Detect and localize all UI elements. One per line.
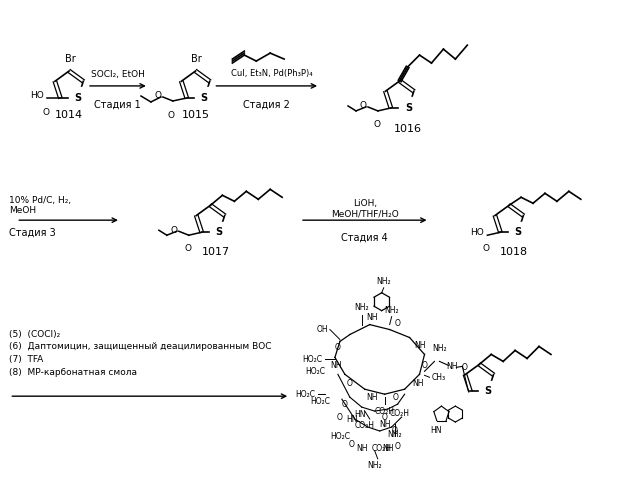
Text: O: O xyxy=(171,226,178,234)
Text: Br: Br xyxy=(191,54,202,64)
Text: Br: Br xyxy=(65,54,75,64)
Text: 1016: 1016 xyxy=(394,124,421,134)
Text: O: O xyxy=(184,244,191,253)
Text: S: S xyxy=(216,227,223,237)
Text: NH: NH xyxy=(379,420,391,428)
Text: NH: NH xyxy=(414,341,425,350)
Text: HO₂C: HO₂C xyxy=(330,432,350,442)
Text: S: S xyxy=(484,386,492,396)
Text: HN: HN xyxy=(354,410,365,418)
Text: O: O xyxy=(342,400,348,408)
Text: NH₂: NH₂ xyxy=(384,306,399,314)
Text: O: O xyxy=(349,440,355,450)
Text: HN: HN xyxy=(346,414,357,424)
Text: Стадия 3: Стадия 3 xyxy=(9,228,56,238)
Text: HO₂C: HO₂C xyxy=(305,367,325,376)
Text: NH₂: NH₂ xyxy=(387,430,402,439)
Text: SOCl₂, EtOH: SOCl₂, EtOH xyxy=(91,70,145,79)
Text: O: O xyxy=(374,120,381,129)
Text: NH: NH xyxy=(330,361,342,370)
Text: CO₂H: CO₂H xyxy=(372,444,392,453)
Text: (6)  Даптомицин, защищенный деацилированным ВОС: (6) Даптомицин, защищенный деацилированн… xyxy=(9,342,272,351)
Text: NH₂: NH₂ xyxy=(432,344,447,354)
Text: CuI, Et₃N, Pd(Ph₃P)₄: CuI, Et₃N, Pd(Ph₃P)₄ xyxy=(231,69,313,78)
Text: NH₂: NH₂ xyxy=(367,461,382,470)
Text: O: O xyxy=(392,426,398,436)
Text: O: O xyxy=(394,318,401,328)
Text: LiOH,: LiOH, xyxy=(353,199,377,208)
Text: O: O xyxy=(392,393,399,402)
Text: O: O xyxy=(347,379,353,388)
Text: MeOH: MeOH xyxy=(9,206,36,215)
Text: O: O xyxy=(167,111,174,120)
Text: CO₂H: CO₂H xyxy=(375,407,394,416)
Text: 1015: 1015 xyxy=(182,110,209,120)
Text: O: O xyxy=(335,343,341,352)
Text: CO₂H: CO₂H xyxy=(389,409,409,418)
Text: S: S xyxy=(201,93,208,103)
Text: HO: HO xyxy=(30,90,43,100)
Text: NH: NH xyxy=(366,312,377,322)
Text: O: O xyxy=(462,364,467,372)
Text: S: S xyxy=(405,103,412,113)
Text: NH: NH xyxy=(412,379,423,388)
Text: Стадия 4: Стадия 4 xyxy=(342,233,388,243)
Text: CO₂H: CO₂H xyxy=(355,421,375,430)
Text: O: O xyxy=(360,102,367,110)
Text: O: O xyxy=(394,442,401,452)
Text: O: O xyxy=(155,92,162,100)
Text: 1014: 1014 xyxy=(55,110,83,120)
Text: O: O xyxy=(337,412,343,422)
Text: HO₂C: HO₂C xyxy=(302,355,322,364)
Text: O: O xyxy=(421,361,428,370)
Text: O: O xyxy=(382,412,387,422)
Text: CH₃: CH₃ xyxy=(431,373,445,382)
Text: O: O xyxy=(43,108,50,117)
Text: OH: OH xyxy=(316,325,328,334)
Text: HO₂C: HO₂C xyxy=(310,396,330,406)
Text: NH: NH xyxy=(382,444,393,454)
Text: HO: HO xyxy=(470,228,484,236)
Text: HO₂C: HO₂C xyxy=(295,390,315,398)
Text: S: S xyxy=(74,93,81,103)
Text: NH: NH xyxy=(447,362,458,371)
Text: 1018: 1018 xyxy=(500,247,528,257)
Text: NH: NH xyxy=(356,444,367,454)
Text: Стадия 2: Стадия 2 xyxy=(243,100,290,110)
Text: NH₂: NH₂ xyxy=(355,302,369,312)
Text: (5)  (COCl)₂: (5) (COCl)₂ xyxy=(9,330,60,338)
Text: NH: NH xyxy=(366,393,377,402)
Text: 1017: 1017 xyxy=(201,247,230,257)
Text: Стадия 1: Стадия 1 xyxy=(94,100,142,110)
Text: O: O xyxy=(483,244,490,253)
Text: (8)  МР-карбонатная смола: (8) МР-карбонатная смола xyxy=(9,368,137,378)
Text: MeOH/THF/H₂O: MeOH/THF/H₂O xyxy=(331,209,399,218)
Text: NH₂: NH₂ xyxy=(376,277,391,286)
Text: HN: HN xyxy=(431,426,442,435)
Text: (7)  TFA: (7) TFA xyxy=(9,356,43,364)
Text: S: S xyxy=(515,227,521,237)
Text: 10% Pd/C, H₂,: 10% Pd/C, H₂, xyxy=(9,196,72,205)
